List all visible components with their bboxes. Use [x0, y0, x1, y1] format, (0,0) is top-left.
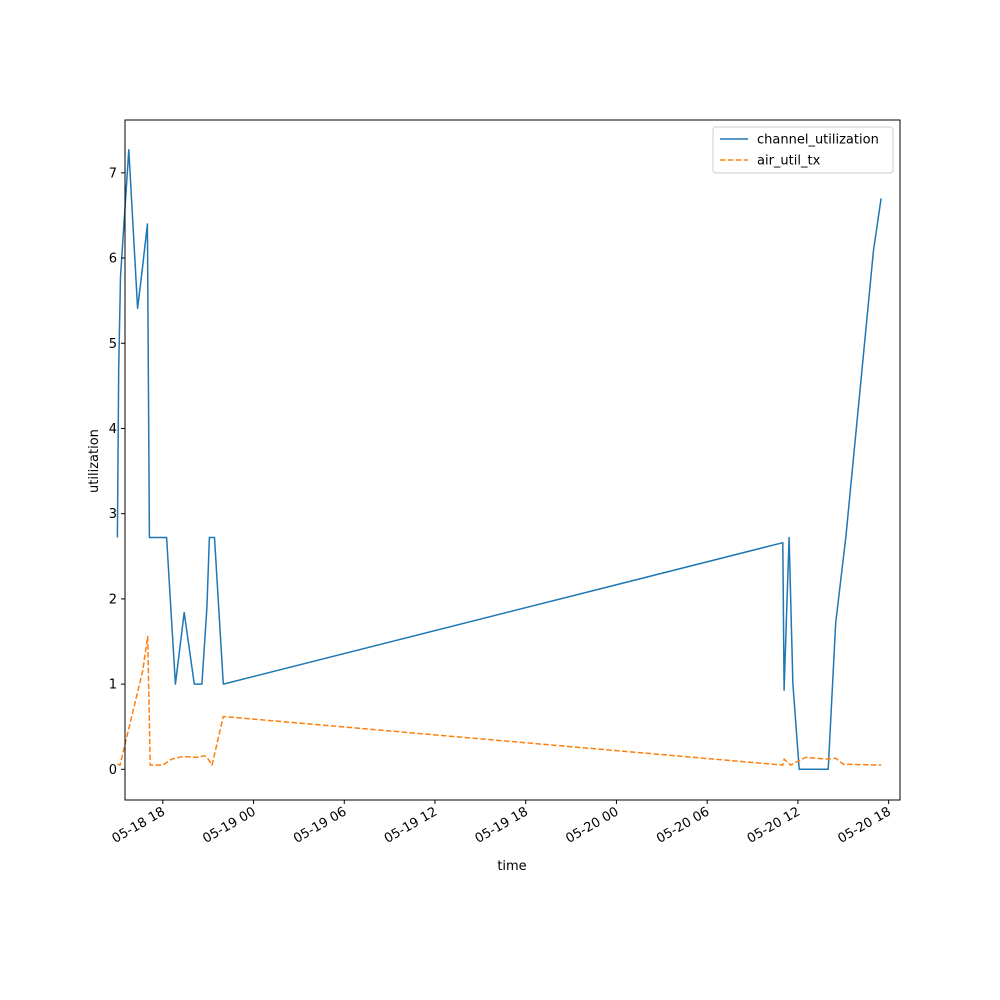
series-line-air-util-tx — [117, 635, 882, 766]
y-axis: 0 1 2 3 4 5 6 7 — [109, 166, 125, 778]
series-layer — [116, 149, 882, 771]
y-tick-label: 2 — [109, 592, 117, 607]
plot-frame — [124, 119, 901, 801]
legend-label-air-util-tx: air_util_tx — [757, 154, 821, 169]
y-tick-label: 5 — [109, 337, 117, 352]
x-axis-label: time — [497, 859, 526, 874]
legend-label-channel-utilization: channel_utilization — [757, 133, 879, 148]
y-tick-label: 7 — [109, 166, 117, 181]
y-tick-label: 0 — [109, 763, 117, 778]
y-tick-label: 6 — [109, 252, 117, 267]
y-tick-label: 4 — [109, 422, 117, 437]
y-tick-label: 3 — [109, 507, 117, 522]
series-line-channel-utilization — [116, 149, 882, 771]
y-tick-label: 1 — [109, 678, 117, 693]
legend: channel_utilization air_util_tx — [712, 126, 894, 174]
legend-box — [712, 126, 894, 174]
y-axis-label: utilization — [87, 429, 102, 493]
